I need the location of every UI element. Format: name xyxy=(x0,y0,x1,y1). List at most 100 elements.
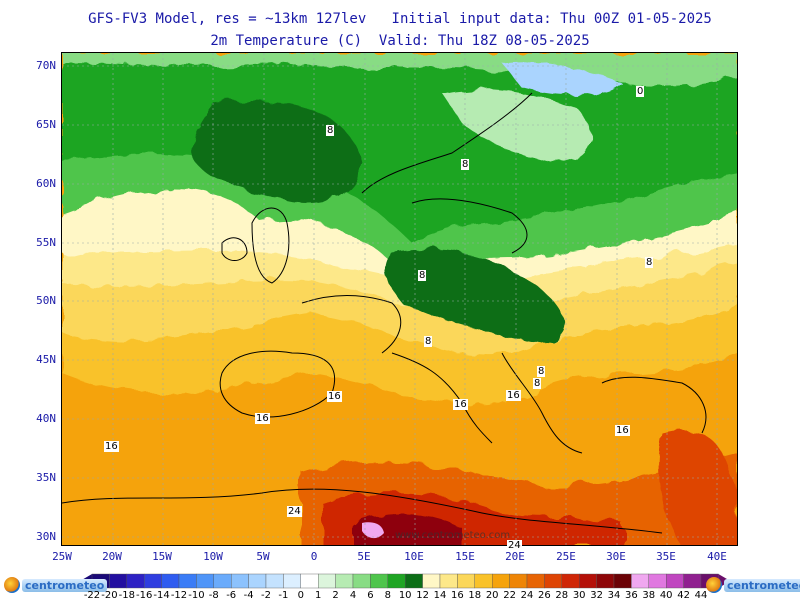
legend-swatch xyxy=(683,573,702,589)
contour-label: 24 xyxy=(287,506,302,517)
contour-label: 8 xyxy=(418,270,427,281)
legend-value-label: 34 xyxy=(607,590,621,601)
legend-value-label: 6 xyxy=(367,590,374,601)
color-scale-legend xyxy=(80,573,731,589)
contour-label: 8 xyxy=(424,336,433,347)
contour-label: 16 xyxy=(506,390,521,401)
legend-swatch xyxy=(213,573,232,589)
model-title: GFS-FV3 Model, res = ~13km 127lev Initia… xyxy=(88,11,712,27)
legend-value-label: -16 xyxy=(136,590,153,601)
lat-label: 50N xyxy=(36,294,56,307)
lon-label: 20W xyxy=(102,550,122,563)
legend-value-label: -6 xyxy=(226,590,237,601)
contour-label: 8 xyxy=(533,378,542,389)
map-canvas xyxy=(62,53,737,545)
legend-swatch xyxy=(631,573,650,589)
legend-swatch xyxy=(283,573,301,589)
watermark: www.centrometeo.com xyxy=(395,530,511,541)
legend-swatch xyxy=(579,573,597,589)
temperature-map xyxy=(61,52,738,546)
legend-value-label: -10 xyxy=(188,590,205,601)
variable-title: 2m Temperature (C) Valid: Thu 18Z 08-05-… xyxy=(210,33,590,49)
legend-value-label: 38 xyxy=(642,590,656,601)
logo-icon xyxy=(4,577,20,593)
legend-value-label: -1 xyxy=(278,590,289,601)
logo-right: centrometeo xyxy=(706,575,800,595)
lon-label: 0 xyxy=(310,550,318,563)
lat-label: 30N xyxy=(36,530,56,543)
logo-left: centrometeo xyxy=(4,575,108,595)
legend-swatch xyxy=(509,573,528,589)
legend-value-label: 40 xyxy=(659,590,673,601)
field-cold-north xyxy=(502,61,622,95)
legend-value-label: -14 xyxy=(153,590,170,601)
legend-swatch xyxy=(544,573,563,589)
lon-label: 15W xyxy=(152,550,172,563)
legend-swatch xyxy=(178,573,197,589)
logo-icon xyxy=(706,577,722,593)
legend-swatch xyxy=(457,573,475,589)
legend-swatch xyxy=(387,573,406,589)
legend-swatch xyxy=(352,573,371,589)
legend-value-label: 24 xyxy=(520,590,534,601)
legend-swatch xyxy=(405,573,423,589)
legend-value-label: -8 xyxy=(208,590,219,601)
lon-label: 15E xyxy=(455,550,475,563)
legend-swatch xyxy=(300,573,319,589)
field-hot-spot xyxy=(362,522,384,539)
legend-swatch xyxy=(265,573,284,589)
legend-swatch xyxy=(666,573,684,589)
legend-value-label: 28 xyxy=(555,590,569,601)
field-8-10 xyxy=(62,53,737,243)
legend-value-label: 4 xyxy=(349,590,357,601)
legend-value-label: -18 xyxy=(118,590,135,601)
lon-label: 35E xyxy=(656,550,676,563)
legend-value-label: -2 xyxy=(261,590,271,601)
lat-label: 45N xyxy=(36,353,56,366)
legend-value-label: -12 xyxy=(170,590,188,601)
contour-label: 8 xyxy=(326,125,335,136)
legend-value-label: 20 xyxy=(485,590,499,601)
legend-value-label: 44 xyxy=(694,590,708,601)
lat-label: 65N xyxy=(36,118,56,131)
legend-swatch xyxy=(161,573,180,589)
contour-label: 16 xyxy=(104,441,119,452)
lat-label: 60N xyxy=(36,177,56,190)
contour-label: 24 xyxy=(507,540,522,551)
lon-label: 40E xyxy=(707,550,727,563)
legend-swatch xyxy=(648,573,667,589)
legend-swatch xyxy=(126,573,145,589)
legend-value-label: 16 xyxy=(451,590,464,601)
legend-value-label: 8 xyxy=(384,590,391,601)
legend-swatch xyxy=(439,573,458,589)
legend-value-label: 0 xyxy=(297,590,304,601)
legend-swatch xyxy=(596,573,615,589)
field-32-34 xyxy=(352,514,462,545)
lon-label: 30E xyxy=(606,550,626,563)
legend-swatch xyxy=(422,573,441,589)
lon-label: 5W xyxy=(256,550,270,563)
legend-value-label: 26 xyxy=(538,590,551,601)
legend-value-label: -4 xyxy=(243,590,254,601)
legend-value-label: 12 xyxy=(416,590,429,601)
contour-label: 8 xyxy=(645,257,654,268)
legend-swatch xyxy=(474,573,493,589)
legend-value-label: 10 xyxy=(398,590,412,601)
legend-swatch xyxy=(318,573,336,589)
contour-label: 16 xyxy=(453,399,468,410)
field-dark-green-central xyxy=(385,249,565,343)
legend-value-label: -22 xyxy=(83,590,101,601)
logo-text: centrometeo xyxy=(22,578,108,592)
legend-value-label: -20 xyxy=(101,590,118,601)
legend-swatch xyxy=(335,573,354,589)
contour-label: 8 xyxy=(461,159,470,170)
contour-label: 0 xyxy=(636,86,645,97)
legend-value-label: 18 xyxy=(468,590,482,601)
legend-swatch xyxy=(370,573,388,589)
legend-swatch xyxy=(196,573,214,589)
legend-swatch xyxy=(109,573,128,589)
legend-value-label: 2 xyxy=(332,590,339,601)
lon-label: 25E xyxy=(556,550,576,563)
legend-value-label: 1 xyxy=(315,590,322,601)
legend-value-label: 30 xyxy=(572,590,586,601)
